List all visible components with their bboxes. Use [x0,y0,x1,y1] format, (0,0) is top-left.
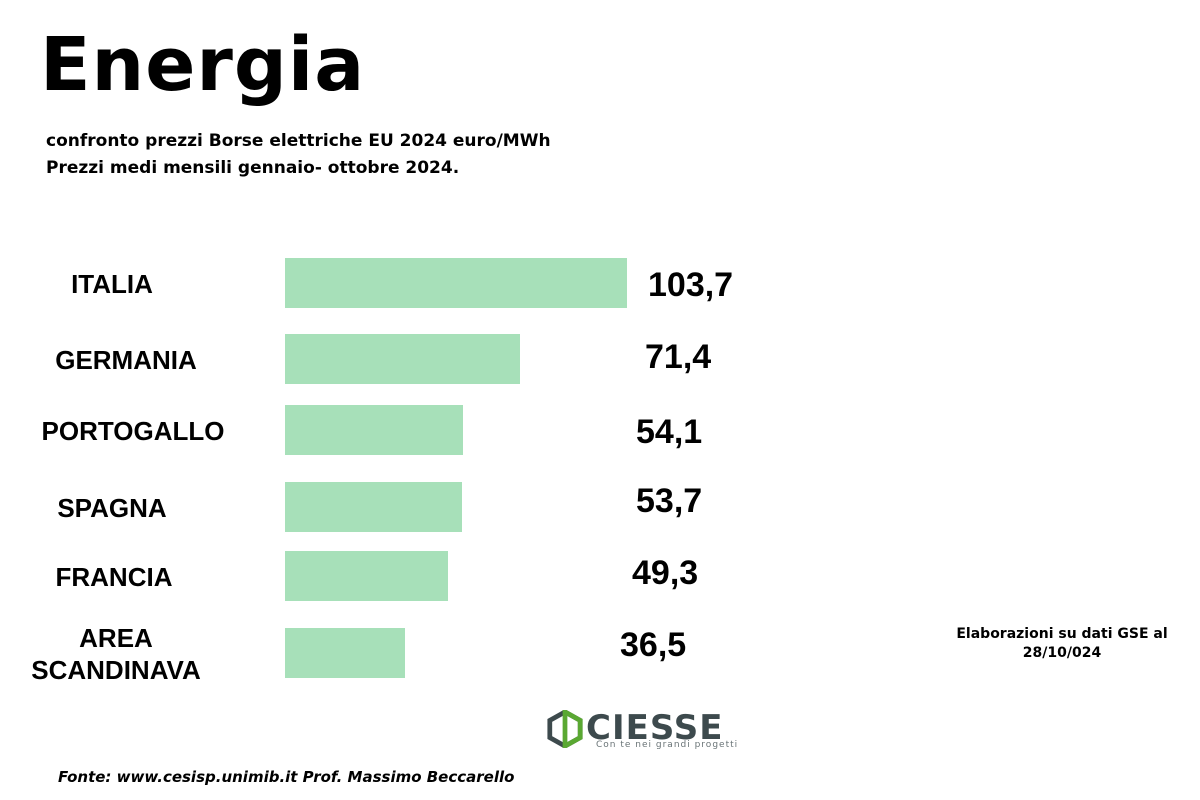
hexagon-logo-icon [547,710,583,748]
footer-source: Fonte: www.cesisp.unimib.it Prof. Massim… [58,768,515,786]
ciesse-logo: CIESSE Con te nei grandi progetti [546,708,746,758]
category-label-area-scandinava: AREA SCANDINAVA [31,623,201,685]
category-label-germania: GERMANIA [55,345,197,375]
category-label-francia: FRANCIA [55,562,173,592]
logo-wordmark: CIESSE [586,708,724,748]
value-label-area-scandinava: 36,5 [620,626,687,664]
value-label-spagna: 53,7 [636,482,703,520]
value-label-italia: 103,7 [648,266,734,304]
bar-area-scandinava [285,628,405,678]
value-label-portogallo: 54,1 [636,413,703,451]
value-label-francia: 49,3 [632,554,699,592]
page-title: Energia [40,22,366,108]
bar-spagna [285,482,462,532]
category-label-italia: ITALIA [71,269,153,299]
logo-tagline: Con te nei grandi progetti [596,740,739,750]
value-label-germania: 71,4 [645,338,712,376]
chart-subtitle-line-1: confronto prezzi Borse elettriche EU 202… [46,131,551,151]
category-label-spagna: SPAGNA [57,493,167,523]
chart-subtitle-line-2: Prezzi medi mensili gennaio- ottobre 202… [46,158,460,178]
bar-portogallo [285,405,463,455]
category-label-portogallo: PORTOGALLO [41,416,225,446]
source-note: Elaborazioni su dati GSE al 28/10/024 [956,626,1168,661]
bar-italia [285,258,627,308]
bar-germania [285,334,520,384]
bar-francia [285,551,448,601]
